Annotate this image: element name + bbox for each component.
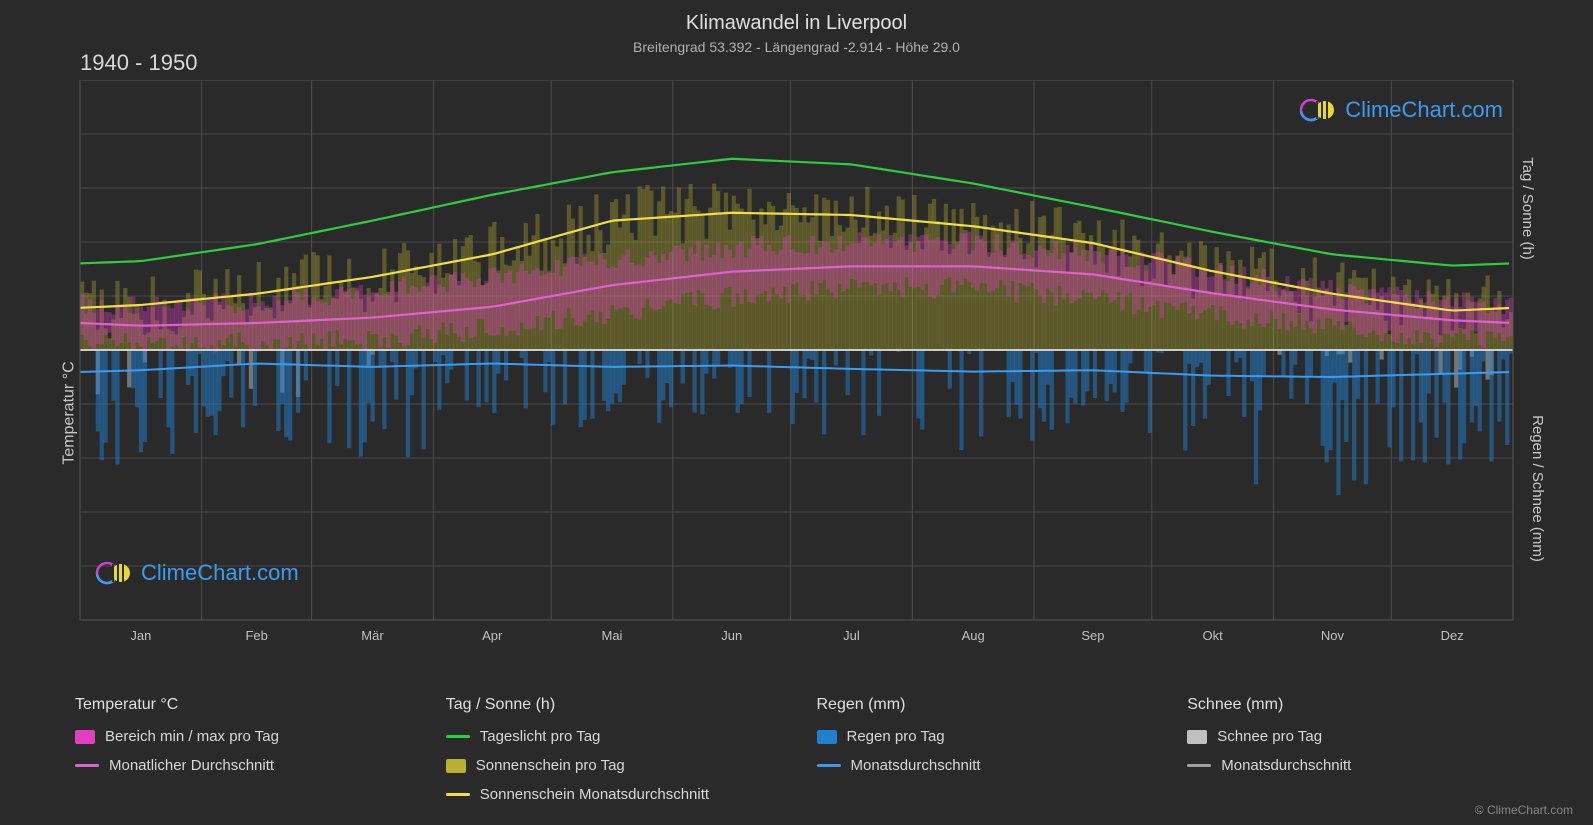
y-axis-right-bot-label: Regen / Schnee (mm) xyxy=(1529,415,1546,562)
period-label: 1940 - 1950 xyxy=(80,50,197,76)
svg-text:Aug: Aug xyxy=(962,628,985,643)
legend-label: Sonnenschein Monatsdurchschnitt xyxy=(480,786,709,803)
swatch-daylight xyxy=(446,735,470,738)
legend-item-sunshine-avg: Sonnenschein Monatsdurchschnitt xyxy=(446,786,777,803)
legend-item-rain-bars: Regen pro Tag xyxy=(817,728,1148,745)
svg-text:Mai: Mai xyxy=(602,628,623,643)
legend-label: Monatlicher Durchschnitt xyxy=(109,757,274,774)
swatch-temp-avg xyxy=(75,764,99,767)
swatch-sunshine-bars xyxy=(446,759,466,773)
legend-col-sun: Tag / Sonne (h) Tageslicht pro Tag Sonne… xyxy=(446,696,777,815)
chart-container: Klimawandel in Liverpool Breitengrad 53.… xyxy=(0,0,1593,825)
swatch-temp-range xyxy=(75,730,95,744)
legend-label: Sonnenschein pro Tag xyxy=(476,757,625,774)
swatch-rain-bars xyxy=(817,730,837,744)
svg-text:Apr: Apr xyxy=(482,628,503,643)
legend-header-snow: Schnee (mm) xyxy=(1187,696,1518,714)
legend-header-sun: Tag / Sonne (h) xyxy=(446,696,777,714)
logo-text: ClimeChart.com xyxy=(1345,97,1503,123)
legend-label: Regen pro Tag xyxy=(847,728,945,745)
legend-col-rain: Regen (mm) Regen pro Tag Monatsdurchschn… xyxy=(817,696,1148,815)
legend-item-temp-avg: Monatlicher Durchschnitt xyxy=(75,757,406,774)
legend-label: Monatsdurchschnitt xyxy=(1221,757,1351,774)
legend-label: Bereich min / max pro Tag xyxy=(105,728,279,745)
legend-item-snow-avg: Monatsdurchschnitt xyxy=(1187,757,1518,774)
svg-text:Jun: Jun xyxy=(721,628,742,643)
climechart-logo-icon xyxy=(95,558,135,588)
copyright: © ClimeChart.com xyxy=(1475,803,1573,817)
legend-item-snow-bars: Schnee pro Tag xyxy=(1187,728,1518,745)
logo-text: ClimeChart.com xyxy=(141,560,299,586)
legend-item-temp-range: Bereich min / max pro Tag xyxy=(75,728,406,745)
legend-col-temp: Temperatur °C Bereich min / max pro Tag … xyxy=(75,696,406,815)
svg-text:Jan: Jan xyxy=(130,628,151,643)
swatch-snow-avg xyxy=(1187,764,1211,767)
svg-text:Jul: Jul xyxy=(843,628,860,643)
svg-text:Mär: Mär xyxy=(361,628,384,643)
legend-header-temp: Temperatur °C xyxy=(75,696,406,714)
legend-label: Tageslicht pro Tag xyxy=(480,728,601,745)
legend: Temperatur °C Bereich min / max pro Tag … xyxy=(75,696,1518,815)
swatch-snow-bars xyxy=(1187,730,1207,744)
svg-text:Dez: Dez xyxy=(1441,628,1464,643)
logo-bottom: ClimeChart.com xyxy=(95,558,299,588)
svg-text:Okt: Okt xyxy=(1203,628,1224,643)
chart-subtitle: Breitengrad 53.392 - Längengrad -2.914 -… xyxy=(0,39,1593,55)
svg-text:Feb: Feb xyxy=(245,628,267,643)
legend-label: Monatsdurchschnitt xyxy=(851,757,981,774)
legend-item-daylight: Tageslicht pro Tag xyxy=(446,728,777,745)
legend-item-sunshine-bars: Sonnenschein pro Tag xyxy=(446,757,777,774)
svg-text:Nov: Nov xyxy=(1321,628,1345,643)
logo-top: ClimeChart.com xyxy=(1299,95,1503,125)
legend-item-rain-avg: Monatsdurchschnitt xyxy=(817,757,1148,774)
swatch-rain-avg xyxy=(817,764,841,767)
legend-col-snow: Schnee (mm) Schnee pro Tag Monatsdurchsc… xyxy=(1187,696,1518,815)
legend-label: Schnee pro Tag xyxy=(1217,728,1322,745)
chart-title: Klimawandel in Liverpool xyxy=(0,0,1593,35)
swatch-sunshine-avg xyxy=(446,793,470,796)
climechart-logo-icon xyxy=(1299,95,1339,125)
svg-text:Sep: Sep xyxy=(1081,628,1104,643)
y-axis-right-top-label: Tag / Sonne (h) xyxy=(1519,157,1536,260)
legend-header-rain: Regen (mm) xyxy=(817,696,1148,714)
